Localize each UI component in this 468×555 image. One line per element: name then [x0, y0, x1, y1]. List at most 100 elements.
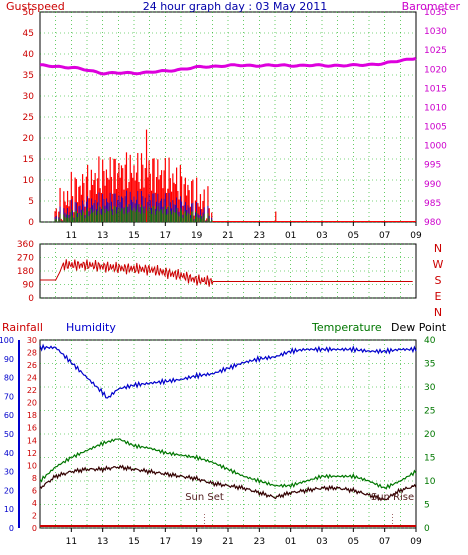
compass-label: S: [435, 274, 442, 287]
humidity-tick: 0: [9, 524, 14, 533]
baro-tick: 1000: [424, 142, 447, 152]
rain-tick: 0: [32, 524, 37, 533]
humidity-tick: 30: [4, 468, 14, 477]
dewpoint-line: [39, 464, 417, 502]
rain-tick: 26: [27, 361, 37, 370]
temperature-label: Temperature: [311, 321, 382, 334]
baro-tick: 995: [424, 161, 441, 171]
compass-label: N: [434, 242, 442, 255]
baro-tick: 1020: [424, 65, 447, 75]
direction-tick: 360: [17, 240, 34, 250]
gustspeed-label: Gustspeed: [6, 0, 65, 13]
wind-xtick-label: 11: [66, 231, 77, 241]
direction-grid: [40, 243, 416, 299]
direction-tick: 0: [28, 294, 34, 304]
direction-tick: 270: [17, 254, 34, 264]
baro-tick: 980: [424, 218, 441, 228]
temp-tick: 5: [424, 501, 430, 511]
temp-x-ticks: 11 13 15 17 19 21 23 01 03 05 07 09: [66, 528, 422, 547]
compass-label: W: [433, 258, 444, 271]
temp-tick: 0: [424, 524, 430, 534]
rain-tick: 20: [27, 399, 37, 408]
wind-xtick-label: 19: [191, 231, 203, 241]
gust-tick: 15: [23, 155, 34, 165]
baro-tick: 1030: [424, 27, 447, 37]
temp-grid: [40, 339, 416, 529]
wind-xtick-label: 05: [348, 231, 359, 241]
temp-xtick-label: 01: [285, 537, 296, 547]
gust-bars: [54, 129, 416, 222]
wind-xtick-label: 15: [128, 231, 139, 241]
humidity-line: [39, 343, 417, 399]
rain-tick: 6: [32, 486, 37, 495]
humidity-tick: 20: [4, 486, 14, 495]
rain-tick: 24: [27, 374, 37, 383]
direction-line: [40, 259, 413, 287]
wind-xtick-label: 21: [222, 231, 233, 241]
direction-tick: 180: [17, 267, 34, 277]
chart-title: 24 hour graph day : 03 May 2011: [143, 0, 328, 13]
humidity-tick: 60: [4, 411, 14, 420]
gust-tick: 25: [23, 113, 34, 123]
gust-tick: 40: [23, 50, 35, 60]
temperature-axis-ticks: 0 5 10 15 20 25 30 35 40: [424, 336, 436, 534]
sun-markers: [204, 514, 393, 528]
temp-tick: 20: [424, 430, 436, 440]
barometer-label: Barometer: [402, 0, 461, 13]
wind-xtick-label: 13: [97, 231, 108, 241]
gust-tick: 45: [23, 29, 34, 39]
wind-xtick-label: 23: [254, 231, 265, 241]
dewpoint-label: Dew Point: [391, 321, 447, 334]
humidity-tick: 90: [4, 355, 14, 364]
barometer-axis-ticks: 980 985 990 995 1000 1005 1010 1015 1020 1025 1030…: [424, 8, 447, 228]
gust-tick: 10: [23, 176, 35, 186]
humidity-tick: 70: [4, 392, 14, 401]
gust-tick: 0: [28, 218, 34, 228]
temp-xtick-label: 07: [379, 537, 390, 547]
temp-xtick-label: 11: [66, 537, 77, 547]
humidity-tick: 40: [4, 449, 14, 458]
baro-tick: 985: [424, 199, 441, 209]
temp-tick: 35: [424, 360, 435, 370]
sunrise-label: Sun Rise: [371, 492, 414, 503]
wind-xtick-label: 17: [160, 231, 171, 241]
temp-xtick-label: 09: [410, 537, 422, 547]
gust-tick: 50: [23, 8, 35, 18]
gust-axis-ticks: 0 5 10 15 20 25 30 35 40 45 50: [23, 8, 35, 228]
wind-xtick-label: 01: [285, 231, 296, 241]
humidity-axis-ticks: 0 10 20 30 40 50 60 70 80 90 100: [0, 336, 20, 533]
rain-tick: 30: [27, 336, 37, 345]
temp-xtick-label: 21: [222, 537, 233, 547]
rain-tick: 8: [32, 474, 37, 483]
humidity-tick: 50: [4, 430, 14, 439]
rain-tick: 16: [27, 424, 37, 433]
rainfall-label: Rainfall: [2, 321, 43, 334]
wind-xtick-label: 07: [379, 231, 390, 241]
gust-tick: 35: [23, 71, 34, 81]
temp-xtick-label: 19: [191, 537, 203, 547]
temp-tick: 15: [424, 454, 435, 464]
baro-tick: 1010: [424, 103, 447, 113]
compass-label: N: [434, 306, 442, 319]
baro-tick: 990: [424, 180, 441, 190]
temperature-line: [39, 438, 417, 490]
wind-xtick-label: 03: [316, 231, 327, 241]
temp-tick: 40: [424, 336, 436, 346]
barometer-line: [39, 57, 417, 76]
temp-xtick-label: 17: [160, 537, 171, 547]
temp-xtick-label: 05: [348, 537, 359, 547]
rain-tick: 2: [32, 511, 37, 520]
sunset-label: Sun Set: [185, 492, 224, 503]
direction-axis-ticks: 0 90 180 270 360: [17, 240, 34, 304]
temp-xtick-label: 13: [97, 537, 108, 547]
rain-tick: 28: [27, 349, 37, 358]
compass-label: E: [435, 290, 442, 303]
humidity-tick: 80: [4, 374, 14, 383]
baro-tick: 1025: [424, 46, 447, 56]
temp-xtick-label: 23: [254, 537, 265, 547]
